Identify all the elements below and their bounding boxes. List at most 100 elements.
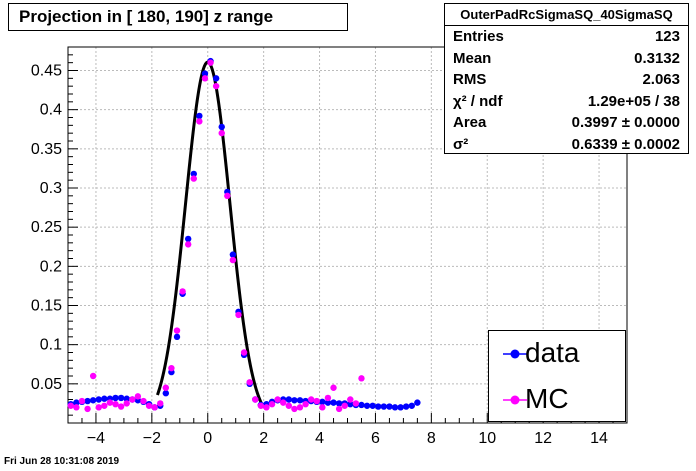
stats-box: OuterPadRcSigmaSQ_40SigmaSQ Entries 123 …	[444, 3, 689, 154]
data-point	[101, 395, 108, 402]
mc-point	[212, 82, 220, 90]
legend-label: data	[525, 337, 580, 368]
data-point	[363, 402, 371, 409]
mc-point	[330, 384, 337, 391]
mc-point	[268, 401, 276, 408]
y-tick-label: 0.45	[31, 63, 62, 80]
mc-point	[112, 401, 119, 408]
data-point	[212, 75, 220, 82]
data-point	[201, 70, 209, 77]
stats-value: 1.29e+05 / 38	[587, 92, 680, 110]
x-tick-label: 4	[315, 430, 324, 447]
mc-point	[252, 396, 259, 403]
mc-point	[173, 327, 181, 334]
data-point	[123, 395, 130, 402]
stats-row-rms: RMS 2.063	[445, 69, 688, 91]
x-tick-label: 0	[203, 430, 212, 447]
mc-point	[196, 118, 203, 125]
data-point	[190, 170, 197, 178]
y-tick-label: 0.4	[40, 102, 62, 119]
timestamp: Fri Jun 28 10:31:08 2019	[4, 456, 120, 467]
stats-key: σ²	[453, 135, 469, 153]
x-tick-label: 2	[259, 430, 268, 447]
mc-point	[263, 404, 270, 411]
x-tick-label: 10	[478, 430, 496, 447]
mc-point	[129, 396, 136, 403]
stats-value: 0.3997 ± 0.0000	[571, 114, 680, 132]
mc-point	[246, 379, 253, 386]
mc-point	[78, 397, 86, 405]
mc-point	[207, 59, 214, 66]
y-tick-label: 0.25	[31, 219, 62, 236]
stats-key: χ² / ndf	[453, 92, 503, 110]
y-tick-label: 0.35	[31, 141, 62, 158]
data-point	[184, 235, 192, 243]
data-point	[369, 402, 376, 409]
stats-key: Mean	[453, 49, 492, 67]
mc-point	[324, 394, 332, 402]
stats-row-chi2: χ² / ndf 1.29e+05 / 38	[445, 91, 688, 113]
data-point	[330, 399, 337, 406]
data-point	[218, 123, 225, 131]
x-tick-label: 14	[590, 430, 608, 447]
mc-marker-icon	[503, 395, 527, 405]
data-point	[391, 404, 399, 411]
data-point	[112, 394, 119, 402]
data-point	[335, 400, 343, 407]
mc-point	[224, 192, 231, 200]
data-point	[296, 397, 304, 404]
mc-point	[352, 400, 360, 407]
mc-point	[89, 372, 97, 380]
data-point	[402, 403, 410, 410]
mc-point	[229, 256, 237, 264]
mc-point	[190, 175, 197, 182]
mc-point	[101, 402, 108, 409]
x-tick-label: −4	[87, 430, 105, 447]
mc-point	[157, 400, 164, 407]
mc-point	[274, 396, 281, 403]
mc-point	[106, 399, 114, 406]
legend-entry-mc: MC	[489, 377, 625, 423]
data-point	[319, 398, 326, 406]
data-point	[375, 403, 382, 410]
mc-point	[117, 403, 125, 410]
data-point	[95, 396, 102, 403]
mc-point	[335, 405, 343, 413]
data-point	[162, 390, 170, 397]
x-tick-label: 6	[371, 430, 380, 447]
mc-point	[73, 404, 80, 411]
y-tick-label: 0.2	[40, 258, 62, 275]
mc-point	[313, 397, 320, 405]
data-point	[358, 401, 365, 409]
mc-point	[240, 349, 248, 356]
mc-point	[291, 405, 298, 413]
stats-key: Area	[453, 114, 487, 132]
mc-point	[184, 241, 192, 248]
stats-name: OuterPadRcSigmaSQ_40SigmaSQ	[445, 4, 688, 26]
legend-label: MC	[525, 383, 569, 414]
mc-point	[296, 404, 304, 411]
x-tick-label: 8	[427, 430, 436, 447]
legend: data MC	[488, 330, 626, 422]
mc-point	[302, 401, 309, 408]
data-point	[414, 399, 421, 406]
mc-point	[84, 405, 91, 413]
mc-point	[218, 129, 225, 137]
data-point	[229, 251, 237, 258]
mc-point	[134, 393, 142, 400]
mc-point	[179, 288, 186, 295]
y-tick-label: 0.3	[40, 180, 62, 197]
stats-key: Entries	[453, 28, 504, 46]
data-point	[285, 396, 293, 403]
stats-value: 0.6339 ± 0.0002	[571, 135, 680, 153]
stats-row-area: Area 0.3997 ± 0.0000	[445, 112, 688, 134]
stats-value: 123	[654, 28, 680, 46]
mc-point	[358, 375, 365, 382]
data-point	[173, 333, 181, 341]
stats-key: RMS	[453, 71, 487, 89]
chart-title: Projection in [ 180, 190] z range	[8, 3, 348, 31]
data-point	[347, 401, 354, 408]
stats-value: 0.3132	[634, 49, 680, 67]
mc-point	[319, 404, 326, 411]
mc-point	[67, 402, 74, 409]
